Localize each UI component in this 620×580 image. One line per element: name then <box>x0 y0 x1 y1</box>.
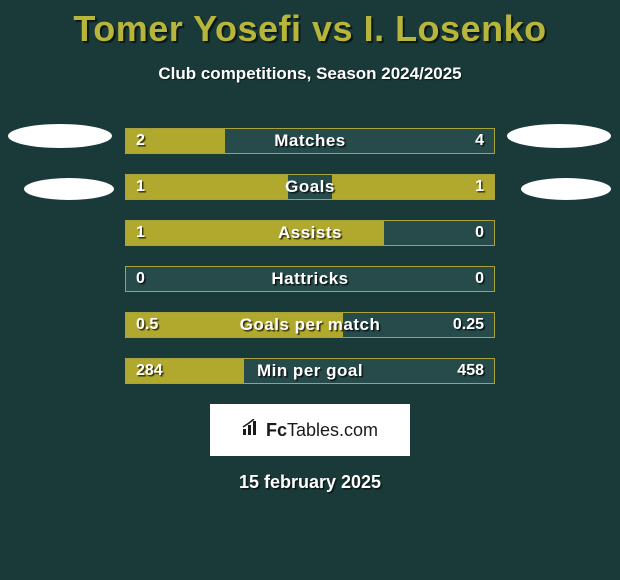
stat-bar-row: 10Assists <box>125 220 495 246</box>
stat-bar-row: 11Goals <box>125 174 495 200</box>
decorative-ellipse <box>507 124 611 148</box>
stat-bar-row: 0.50.25Goals per match <box>125 312 495 338</box>
stat-bar-row: 284458Min per goal <box>125 358 495 384</box>
title-player1: Tomer Yosefi <box>73 8 301 49</box>
date: 15 february 2025 <box>0 472 620 493</box>
decorative-ellipse <box>521 178 611 200</box>
logo-text: FcTables.com <box>266 420 378 441</box>
bar-label: Assists <box>126 221 494 245</box>
stat-bar-row: 24Matches <box>125 128 495 154</box>
bar-label: Hattricks <box>126 267 494 291</box>
bar-label: Goals per match <box>126 313 494 337</box>
stat-bar-row: 00Hattricks <box>125 266 495 292</box>
bar-label: Min per goal <box>126 359 494 383</box>
page-title: Tomer Yosefi vs I. Losenko <box>0 0 620 50</box>
decorative-ellipse <box>8 124 112 148</box>
bars-icon <box>242 419 262 442</box>
logo-box: FcTables.com <box>210 404 410 456</box>
subtitle: Club competitions, Season 2024/2025 <box>0 64 620 84</box>
title-vs: vs <box>312 8 353 49</box>
bar-label: Goals <box>126 175 494 199</box>
title-player2: I. Losenko <box>364 8 547 49</box>
logo-text-thin: Tables.com <box>287 420 378 440</box>
decorative-ellipse <box>24 178 114 200</box>
bar-label: Matches <box>126 129 494 153</box>
stats-bars: 24Matches 11Goals 10Assists 00Hattricks 0.50… <box>125 128 495 384</box>
logo-text-bold: Fc <box>266 420 287 440</box>
